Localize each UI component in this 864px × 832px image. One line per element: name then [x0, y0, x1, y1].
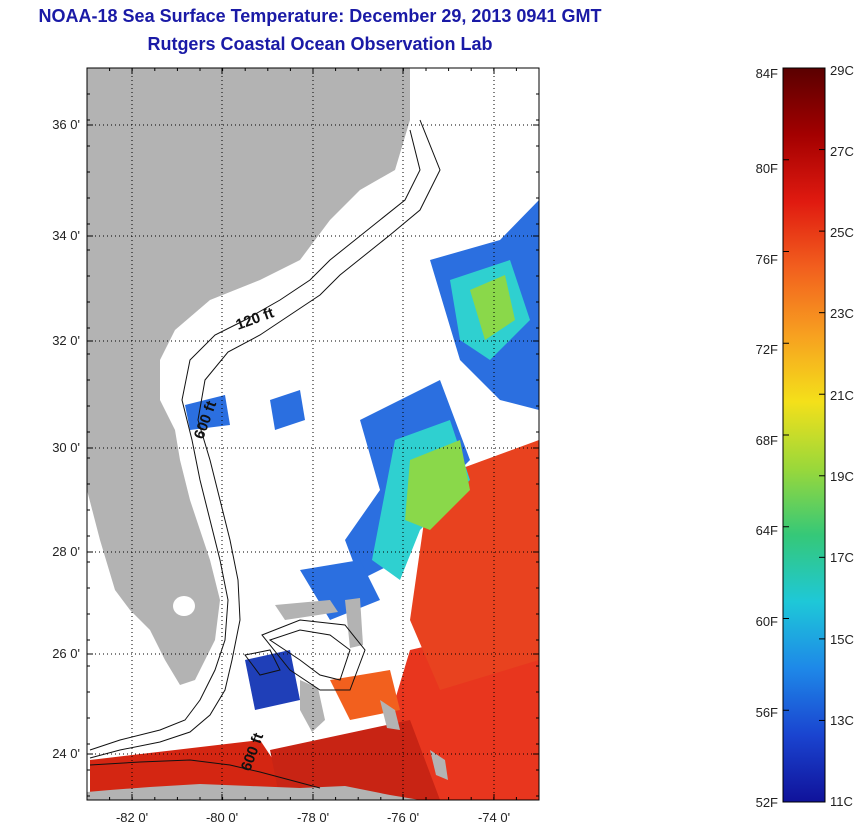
colorbar-f-label: 84F	[756, 66, 778, 81]
contour-bahamas-bank	[268, 629, 351, 681]
lat-label-36: 36 0'	[52, 117, 80, 132]
colorbar-f-label: 56F	[756, 705, 778, 720]
land-cuba	[87, 784, 420, 800]
colorbar-c-label: 17C	[830, 550, 854, 565]
sst-map: 120 ft 600 ft 600 ft -82 0' -80 0' -78 0…	[52, 67, 540, 825]
sst-patch-hot-southwest	[90, 740, 300, 800]
land-andros	[300, 680, 325, 732]
temperature-colorbar: 84F 80F 76F 72F 68F 64F 60F 56F 52F 29C …	[756, 63, 854, 810]
sst-patch-front-green	[405, 440, 470, 530]
land-us-mainland	[87, 68, 410, 685]
lat-label-34: 34 0'	[52, 228, 80, 243]
lat-label-24: 24 0'	[52, 746, 80, 761]
colorbar-c-label: 25C	[830, 225, 854, 240]
colorbar-f-label: 64F	[756, 523, 778, 538]
sst-patch-northeast-green	[470, 275, 515, 340]
colorbar-celsius-labels: 29C 27C 25C 23C 21C 19C 17C 15C 13C 11C	[830, 63, 854, 809]
colorbar-c-label: 13C	[830, 713, 854, 728]
colorbar-f-label: 52F	[756, 795, 778, 810]
graticule	[87, 68, 539, 800]
colorbar-fahrenheit-labels: 84F 80F 76F 72F 68F 64F 60F 56F 52F	[756, 66, 778, 810]
colorbar-f-label: 68F	[756, 433, 778, 448]
colorbar-c-label: 19C	[830, 469, 854, 484]
lon-label-74: -74 0'	[478, 810, 510, 825]
bathymetry-contours	[89, 119, 441, 789]
land-eleuthera	[380, 700, 400, 730]
lat-label-30: 30 0'	[52, 440, 80, 455]
colorbar-c-label: 21C	[830, 388, 854, 403]
map-subtitle: Rutgers Coastal Ocean Observation Lab	[147, 34, 493, 54]
lon-label-80: -80 0'	[206, 810, 238, 825]
contour-600ft	[89, 119, 441, 759]
contour-cay-sal	[244, 649, 281, 676]
land-layer	[87, 68, 448, 800]
lake-okeechobee	[173, 596, 195, 616]
lat-label-32: 32 0'	[52, 333, 80, 348]
sst-patch-keys-blue	[245, 650, 300, 710]
colorbar-f-label: 76F	[756, 252, 778, 267]
map-title: NOAA-18 Sea Surface Temperature: Decembe…	[38, 6, 602, 26]
lat-label-26: 26 0'	[52, 646, 80, 661]
contour-bahamas-outer	[261, 619, 366, 691]
colorbar-f-label: 72F	[756, 342, 778, 357]
colorbar-c-label: 29C	[830, 63, 854, 78]
land-grand-bahama	[275, 600, 338, 620]
colorbar-f-label: 80F	[756, 161, 778, 176]
sst-data-layer	[90, 200, 539, 800]
lon-label-76: -76 0'	[387, 810, 419, 825]
map-ticks	[86, 67, 539, 800]
lon-label-82: -82 0'	[116, 810, 148, 825]
colorbar-c-label: 15C	[830, 632, 854, 647]
land-long-island	[430, 750, 448, 780]
lon-label-78: -78 0'	[297, 810, 329, 825]
colorbar-gradient	[782, 67, 826, 803]
colorbar-f-label: 60F	[756, 614, 778, 629]
colorbar-c-label: 23C	[830, 306, 854, 321]
colorbar-c-label: 27C	[830, 144, 854, 159]
colorbar-c-label: 11C	[830, 794, 853, 809]
contour-600ft-keys	[89, 759, 321, 789]
sst-patch-small-blue-2	[270, 390, 305, 430]
colorbar-ticks	[783, 67, 825, 803]
sst-patch-small-blue-1	[185, 395, 230, 430]
lat-label-28: 28 0'	[52, 544, 80, 559]
contour-120ft	[89, 129, 421, 751]
land-abaco	[345, 598, 363, 648]
